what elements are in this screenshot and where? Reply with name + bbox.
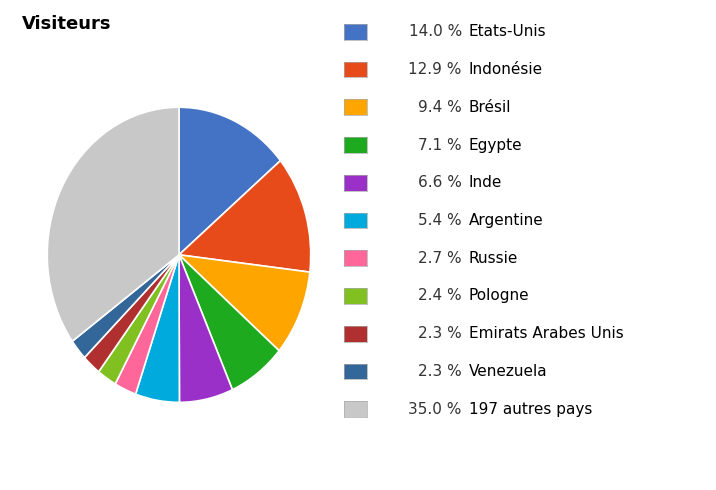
Text: 197 autres pays: 197 autres pays	[469, 402, 592, 416]
Text: Pologne: Pologne	[469, 289, 530, 303]
Text: 2.3 %: 2.3 %	[418, 326, 462, 341]
Wedge shape	[115, 255, 179, 394]
Text: Visiteurs: Visiteurs	[21, 15, 111, 33]
Text: Etats-Unis: Etats-Unis	[469, 24, 546, 39]
Text: Brésil: Brésil	[469, 100, 511, 115]
Text: Emirats Arabes Unis: Emirats Arabes Unis	[469, 326, 624, 341]
Wedge shape	[135, 255, 180, 402]
Text: 9.4 %: 9.4 %	[418, 100, 462, 115]
Wedge shape	[72, 255, 179, 358]
Wedge shape	[179, 255, 310, 351]
Text: Egypte: Egypte	[469, 138, 523, 152]
Text: Indonésie: Indonésie	[469, 62, 543, 77]
Wedge shape	[47, 107, 179, 341]
Text: 7.1 %: 7.1 %	[418, 138, 462, 152]
Text: Argentine: Argentine	[469, 213, 543, 228]
Text: 35.0 %: 35.0 %	[408, 402, 462, 416]
Text: 5.4 %: 5.4 %	[418, 213, 462, 228]
Wedge shape	[179, 107, 281, 255]
Text: 2.4 %: 2.4 %	[418, 289, 462, 303]
Text: 14.0 %: 14.0 %	[409, 24, 462, 39]
Text: 6.6 %: 6.6 %	[418, 175, 462, 190]
Text: 2.7 %: 2.7 %	[418, 251, 462, 266]
Wedge shape	[179, 161, 311, 272]
Text: 2.3 %: 2.3 %	[418, 364, 462, 379]
Text: 12.9 %: 12.9 %	[408, 62, 462, 77]
Text: Inde: Inde	[469, 175, 503, 190]
Wedge shape	[84, 255, 179, 372]
Text: Russie: Russie	[469, 251, 518, 266]
Wedge shape	[179, 255, 279, 390]
Wedge shape	[179, 255, 233, 402]
Text: Venezuela: Venezuela	[469, 364, 548, 379]
Wedge shape	[99, 255, 179, 384]
